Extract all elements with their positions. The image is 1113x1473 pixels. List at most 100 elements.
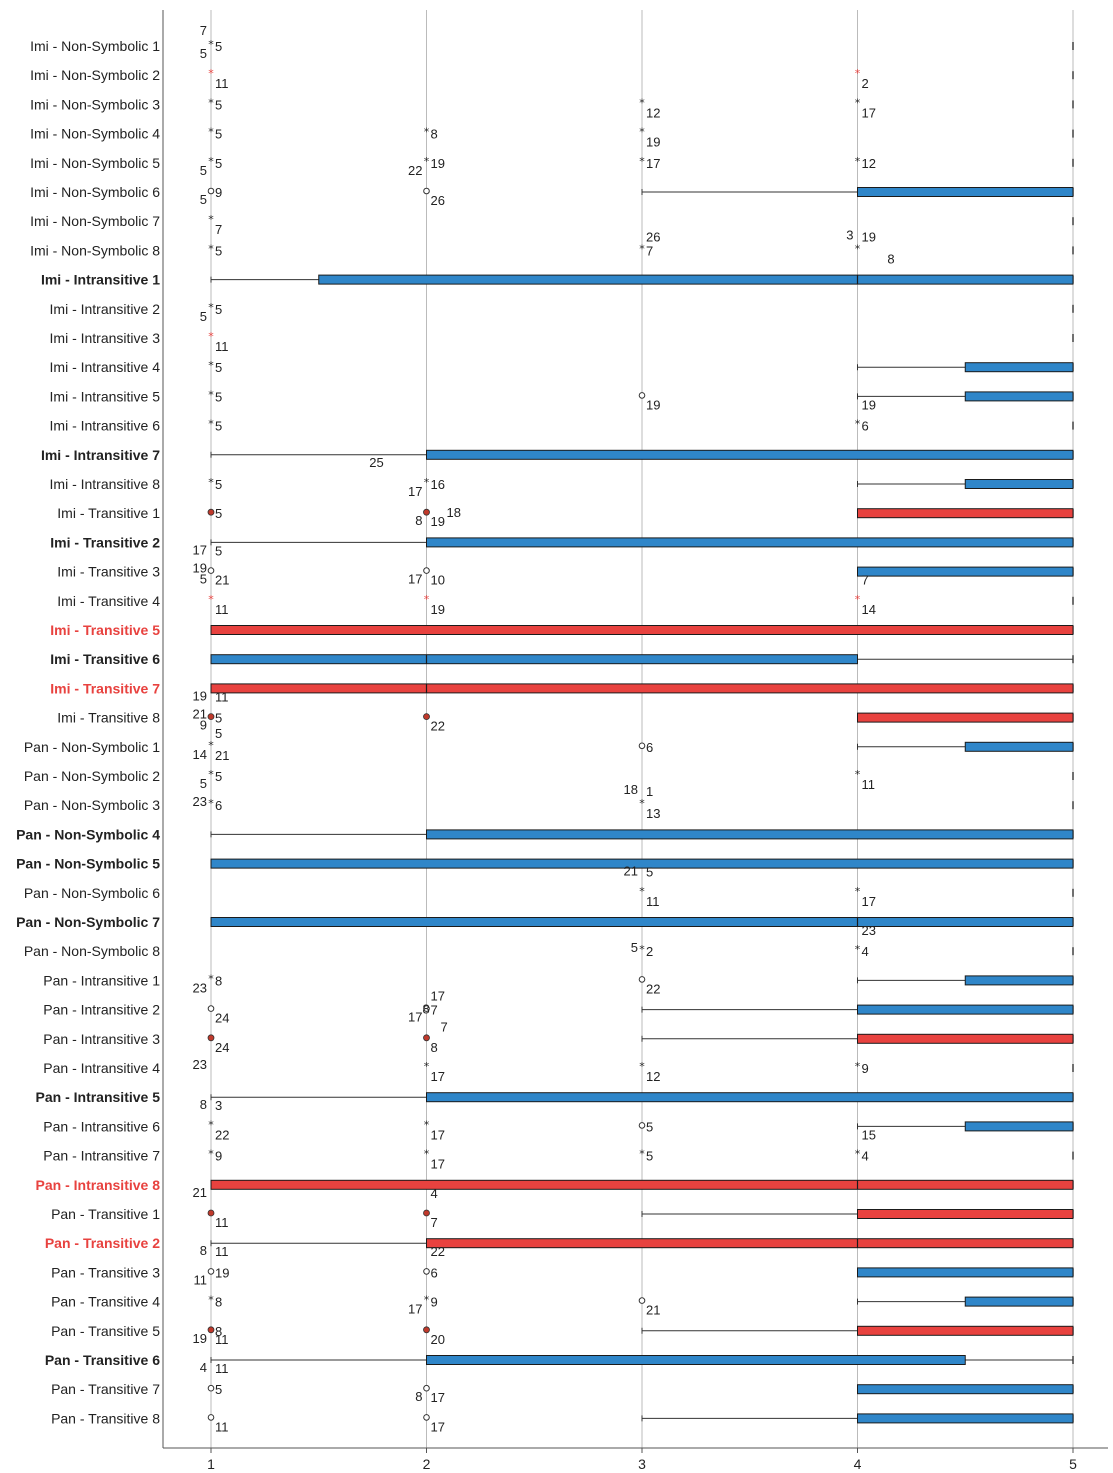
outlier-case-label: 5 — [215, 477, 222, 492]
row-32: Pan - Non-Symbolic 8 * *5 2 4 — [24, 940, 1073, 959]
outlier-case-label: 11 — [215, 339, 229, 354]
outlier-case-label: 7 — [431, 1215, 438, 1230]
row-40: Pan - Intransitive 8 21 4 — [36, 1177, 1073, 1201]
outlier-case-label: 19 — [431, 156, 445, 171]
extreme-outlier-mark: * — [208, 96, 214, 109]
extreme-outlier-mark: * — [208, 418, 214, 431]
row-label: Pan - Non-Symbolic 3 — [24, 797, 160, 813]
row-label: Pan - Non-Symbolic 7 — [16, 914, 160, 930]
row-13: Imi - Intransitive 5 * 5 19 19 — [50, 388, 1073, 412]
outlier-mark — [424, 1269, 430, 1275]
row-label: Imi - Transitive 6 — [50, 651, 160, 667]
outlier-case-label: 5 — [646, 1119, 653, 1134]
outlier-case-label: 18 — [447, 505, 461, 520]
outlier-case-label: 21 — [215, 573, 229, 588]
outlier-case-label: 23 — [862, 923, 876, 938]
outlier-case-label: 5 — [215, 243, 222, 258]
row-label: Imi - Non-Symbolic 5 — [30, 155, 160, 171]
outlier-case-label: 21 — [646, 1303, 660, 1318]
outlier-mark — [424, 568, 430, 574]
outlier-case-label: 5 — [200, 163, 207, 178]
row-label: Pan - Intransitive 4 — [43, 1060, 160, 1076]
x-tick-label-5: 5 — [1069, 1456, 1077, 1472]
outlier-red-mark — [424, 509, 430, 515]
row-28: Pan - Non-Symbolic 4 — [16, 826, 1073, 842]
x-tick-label-4: 4 — [854, 1456, 862, 1472]
outlier-case-label: 22 — [408, 163, 422, 178]
outlier-case-label: 5 — [215, 156, 222, 171]
row-1: Imi - Non-Symbolic 1 *755 — [30, 23, 1073, 61]
outlier-case-label: 5 — [200, 572, 207, 587]
row-label: Pan - Transitive 6 — [45, 1352, 160, 1368]
outlier-case-label: 6 — [646, 740, 653, 755]
outlier-case-label: 17 — [431, 1069, 445, 1084]
outlier-case-label: 9 — [200, 718, 207, 733]
outlier-case-label: 6 — [862, 419, 869, 434]
outlier-case-label: 7 — [646, 243, 653, 258]
outlier-mark — [424, 188, 430, 194]
extreme-outlier-red-mark: * — [855, 67, 861, 80]
gridlines — [211, 10, 1073, 1448]
row-41: Pan - Transitive 111 7 — [51, 1206, 1073, 1230]
row-15: Imi - Intransitive 7 25 — [41, 447, 1073, 470]
outlier-case-label: 24 — [215, 1040, 229, 1055]
extreme-outlier-mark: * — [639, 155, 645, 168]
extreme-outlier-mark: * — [208, 1294, 214, 1307]
outlier-mark — [208, 188, 214, 194]
outlier-case-label: 8 — [215, 973, 222, 988]
outlier-case-label: 23 — [193, 1057, 207, 1072]
box — [965, 392, 1073, 401]
row-33: Pan - Intransitive 1 * 823 22 — [43, 972, 1073, 996]
extreme-outlier-mark: * — [208, 1148, 214, 1161]
row-label: Pan - Intransitive 2 — [43, 1002, 160, 1018]
row-label: Imi - Intransitive 7 — [41, 447, 160, 463]
row-36: Pan - Intransitive 4 * * *2317 129 — [43, 1057, 1073, 1084]
row-label: Imi - Transitive 3 — [57, 564, 160, 580]
outlier-case-label: 5 — [200, 46, 207, 61]
extreme-outlier-red-mark: * — [208, 330, 214, 343]
extreme-outlier-mark: * — [208, 797, 214, 810]
extreme-outlier-red-mark: * — [208, 67, 214, 80]
row-10: Imi - Intransitive 2 * 55 — [50, 301, 1073, 324]
outlier-red-mark — [424, 1210, 430, 1216]
box — [965, 1122, 1073, 1131]
extreme-outlier-mark: * — [855, 1148, 861, 1161]
outlier-case-label: 9 — [862, 1061, 869, 1076]
row-27: Pan - Non-Symbolic 3 * *23 618 113 — [24, 782, 1073, 821]
outlier-mark — [639, 977, 645, 983]
outlier-case-label: 11 — [194, 1272, 208, 1287]
outlier-case-label: 8 — [415, 1389, 422, 1404]
outlier-case-label: 10 — [431, 573, 445, 588]
outlier-case-label: 20 — [431, 1332, 445, 1347]
outlier-case-label: 9 — [215, 185, 222, 200]
row-8: Imi - Non-Symbolic 8 * * *52673 198 — [30, 227, 1073, 266]
box — [965, 480, 1073, 489]
outlier-case-label: 2 — [862, 76, 869, 91]
row-label: Imi - Intransitive 6 — [50, 418, 161, 434]
row-7: Imi - Non-Symbolic 7 *7 — [30, 213, 1073, 237]
row-label: Pan - Non-Symbolic 8 — [24, 943, 160, 959]
outlier-case-label: 5 — [215, 127, 222, 142]
outlier-case-label: 11 — [215, 689, 229, 704]
row-44: Pan - Transitive 4 * *8 917 21 — [51, 1294, 1073, 1318]
row-22: Imi - Transitive 6 — [50, 651, 1073, 667]
box — [858, 188, 1074, 197]
outlier-mark — [208, 1415, 214, 1421]
row-17: Imi - Transitive 1 5 18 8 19 — [57, 505, 1073, 529]
outlier-case-label: 17 — [408, 1302, 422, 1317]
row-34: Pan - Intransitive 2241771787 — [43, 989, 1073, 1035]
outlier-case-label: 8 — [415, 513, 422, 528]
outlier-case-label: 11 — [215, 1215, 229, 1230]
extreme-outlier-mark: * — [424, 476, 430, 489]
outlier-case-label: 5 — [215, 1382, 222, 1397]
row-43: Pan - Transitive 3 1911 6 — [51, 1264, 1073, 1287]
extreme-outlier-mark: * — [639, 943, 645, 956]
outlier-red-mark — [424, 714, 430, 720]
row-label: Imi - Non-Symbolic 8 — [30, 242, 160, 258]
outlier-red-mark — [208, 714, 214, 720]
row-4: Imi - Non-Symbolic 4 * * *5 819 — [30, 126, 1073, 150]
outlier-case-label: 17 — [431, 1390, 445, 1405]
row-25: Pan - Non-Symbolic 1 *514 216 — [24, 726, 1073, 763]
outlier-case-label: 17 — [431, 989, 445, 1004]
row-2: Imi - Non-Symbolic 2 * *11 2 — [30, 67, 1073, 91]
